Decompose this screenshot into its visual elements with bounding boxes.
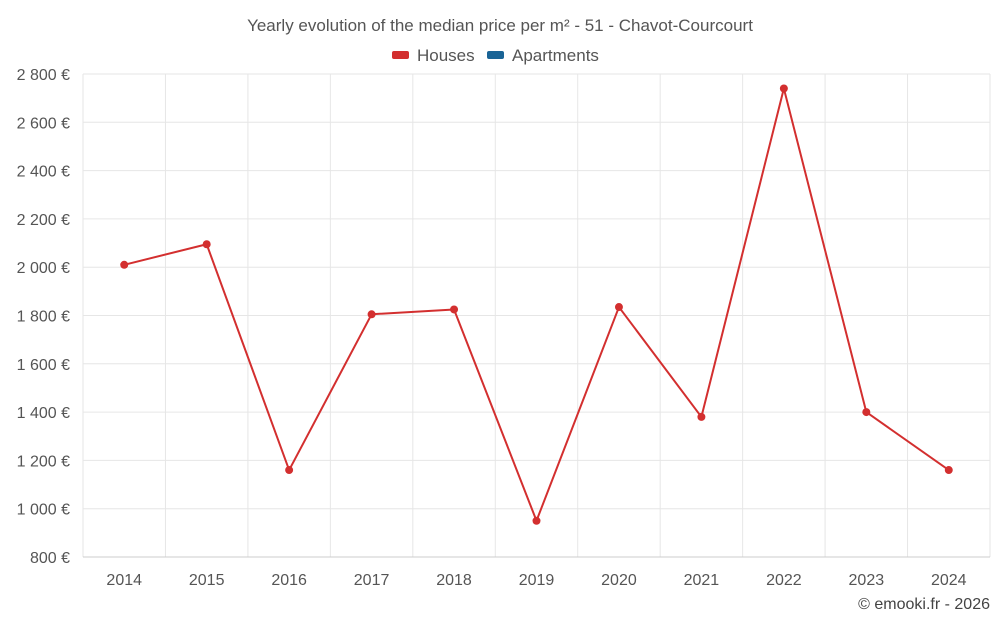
x-tick-label: 2022 [766, 572, 802, 589]
y-tick-label: 1 000 € [17, 502, 70, 519]
y-tick-label: 2 000 € [17, 260, 70, 277]
y-tick-label: 1 600 € [17, 357, 70, 374]
data-point-houses-2017[interactable] [367, 310, 376, 319]
legend-label-apartments: Apartments [512, 46, 599, 65]
data-point-houses-2024[interactable] [944, 466, 953, 475]
credit: © emooki.fr - 2026 [858, 596, 990, 613]
y-axis-ticks: 800 € 1 000 € 1 200 € 1 400 € 1 600 € 1 800 €… [17, 67, 70, 567]
y-tick-label: 1 800 € [17, 309, 70, 326]
x-tick-label: 2020 [601, 572, 637, 589]
y-tick-label: 2 200 € [17, 212, 70, 229]
x-tick-label: 2014 [106, 572, 142, 589]
data-point-houses-2022[interactable] [779, 84, 788, 93]
y-tick-label: 800 € [30, 550, 70, 567]
data-point-houses-2014[interactable] [120, 260, 129, 269]
y-tick-label: 1 400 € [17, 405, 70, 422]
data-point-houses-2019[interactable] [532, 516, 541, 525]
legend: Houses Apartments [392, 46, 599, 65]
y-tick-label: 2 400 € [17, 164, 70, 181]
x-tick-label: 2019 [519, 572, 555, 589]
y-tick-label: 2 800 € [17, 67, 70, 84]
x-gridlines [82, 74, 991, 557]
legend-swatch-houses [392, 51, 409, 59]
series-houses [120, 84, 953, 525]
y-tick-label: 2 600 € [17, 115, 70, 132]
data-point-houses-2018[interactable] [450, 305, 459, 314]
x-axis-ticks: 2014 2015 2016 2017 2018 2019 2020 2021 2022 2023… [106, 572, 966, 589]
legend-item-houses[interactable]: Houses [392, 46, 475, 65]
x-tick-label: 2017 [354, 572, 390, 589]
legend-swatch-apartments [487, 51, 504, 59]
x-tick-label: 2018 [436, 572, 472, 589]
y-gridlines [83, 73, 990, 510]
data-point-houses-2016[interactable] [285, 466, 294, 475]
legend-item-apartments[interactable]: Apartments [487, 46, 599, 65]
data-point-houses-2015[interactable] [202, 240, 211, 249]
data-point-houses-2023[interactable] [862, 408, 871, 417]
x-tick-label: 2021 [684, 572, 720, 589]
chart-title: Yearly evolution of the median price per… [247, 16, 753, 35]
data-point-houses-2020[interactable] [614, 303, 623, 312]
x-tick-label: 2015 [189, 572, 225, 589]
y-tick-label: 1 200 € [17, 453, 70, 470]
legend-label-houses: Houses [417, 46, 475, 65]
x-tick-label: 2016 [271, 572, 307, 589]
x-tick-label: 2024 [931, 572, 967, 589]
x-tick-label: 2023 [849, 572, 885, 589]
data-point-houses-2021[interactable] [697, 412, 706, 421]
